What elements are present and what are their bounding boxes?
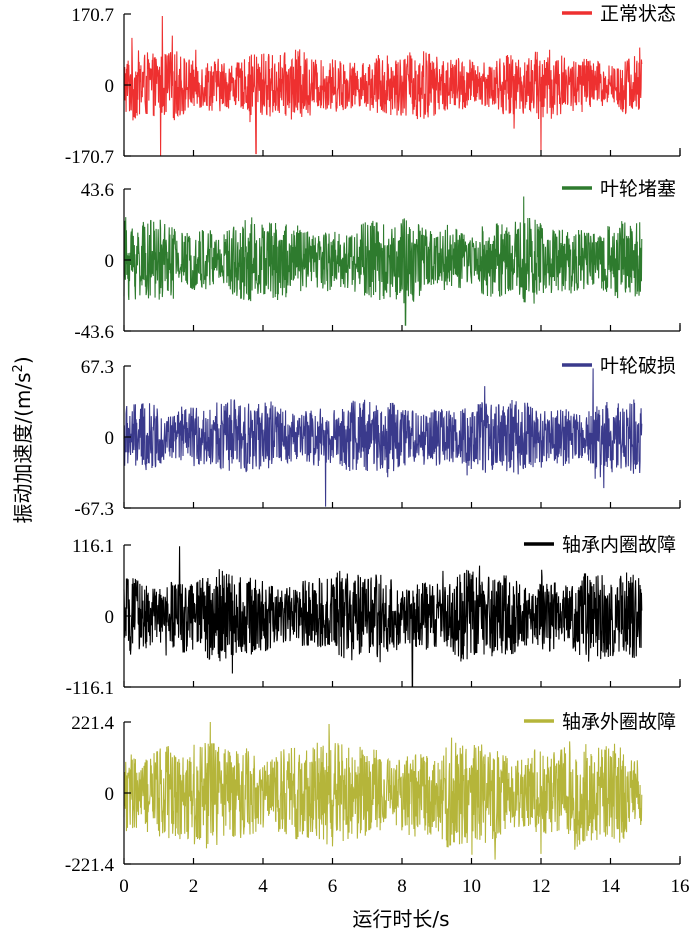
y-axis-title: 振动加速度/(m/s2): [11, 356, 35, 523]
x-axis-title: 运行时长/s: [352, 907, 449, 931]
panel-5: 221.4 0 -221.4 轴承外圈故障: [65, 711, 681, 876]
legend-label-3: 叶轮破损: [600, 355, 676, 377]
signal-trace-4: [123, 546, 643, 687]
x-tick-label-2: 4: [258, 876, 268, 897]
y-tick-label-5-1: 0: [105, 784, 115, 805]
x-tick-label-6: 12: [532, 876, 551, 897]
y-tick-label-5-2: -221.4: [65, 855, 115, 876]
y-tick-label-2-2: -43.6: [74, 322, 114, 343]
y-axis-title-close: ): [11, 356, 35, 364]
y-tick-label-4-2: -116.1: [66, 678, 114, 699]
panel-2: 43.6 0 -43.6 叶轮堵塞: [74, 178, 681, 343]
signal-trace-2: [123, 196, 643, 326]
y-tick-label-3-0: 67.3: [81, 357, 114, 378]
y-tick-label-2-0: 43.6: [81, 180, 114, 201]
y-tick-label-2-1: 0: [105, 251, 115, 272]
panel-3: 67.3 0 -67.3 叶轮破损: [74, 355, 681, 520]
x-tick-label-5: 10: [462, 876, 481, 897]
y-axis-title-sup: 2: [11, 364, 26, 372]
x-tick-label-7: 14: [601, 876, 621, 897]
y-tick-label-1-1: 0: [105, 76, 115, 97]
y-tick-label-4-0: 116.1: [72, 536, 114, 557]
y-tick-label-3-1: 0: [105, 428, 115, 449]
y-axis-title-main: 振动加速度/(m/s: [11, 372, 35, 523]
signal-trace-3: [123, 368, 643, 507]
x-axis: 0 2 4 6 8 10 12 14 16: [119, 876, 689, 897]
signal-trace-1: [123, 15, 643, 156]
x-tick-label-8: 16: [671, 876, 690, 897]
x-tick-label-4: 8: [397, 876, 407, 897]
y-tick-label-5-0: 221.4: [71, 713, 114, 734]
y-tick-label-4-1: 0: [105, 607, 115, 628]
y-tick-label-1-2: -170.7: [65, 147, 114, 168]
panel-1: 170.7 0 -170.7 正常状态: [65, 3, 681, 168]
legend-label-5: 轴承外圈故障: [562, 711, 676, 733]
x-tick-label-0: 0: [119, 876, 129, 897]
x-tick-label-1: 2: [189, 876, 199, 897]
legend-label-4: 轴承内圈故障: [562, 534, 676, 556]
x-tick-label-3: 6: [328, 876, 338, 897]
signal-trace-5: [123, 721, 643, 860]
legend-label-1: 正常状态: [600, 3, 676, 25]
panels-group: 170.7 0 -170.7 正常状态 43.6 0 -43.6 叶轮堵塞 67.3 0 -67.3…: [65, 3, 681, 876]
y-tick-label-1-0: 170.7: [71, 5, 114, 26]
panel-4: 116.1 0 -116.1 轴承内圈故障: [66, 534, 681, 699]
y-tick-label-3-2: -67.3: [74, 499, 114, 520]
legend-label-2: 叶轮堵塞: [600, 178, 676, 200]
